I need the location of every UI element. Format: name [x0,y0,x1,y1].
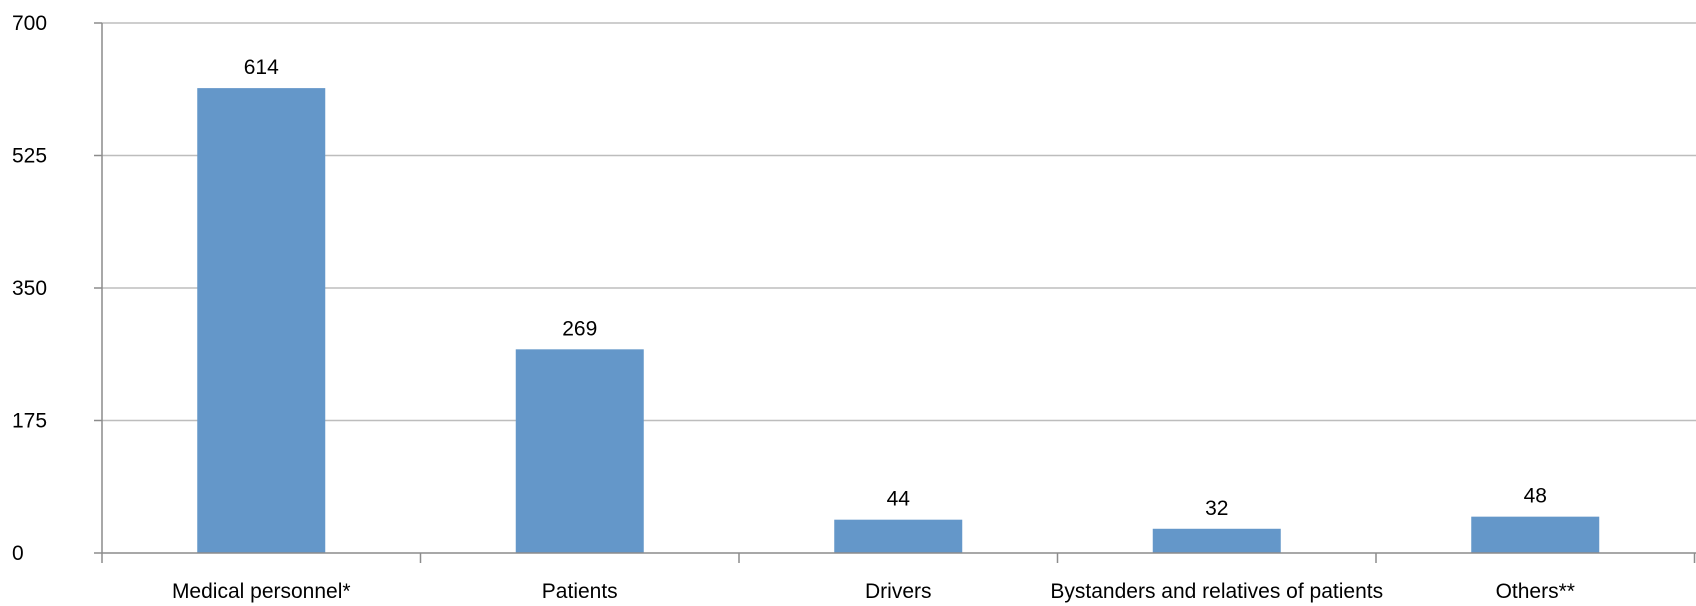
y-axis-ticks: 0 175 350 525 700 [12,12,103,565]
x-category-label: Patients [542,580,618,603]
bar-3 [1152,528,1281,553]
y-tick-label: 525 [12,145,47,168]
y-tick-label: 175 [12,410,47,433]
x-category-label: Bystanders and relatives of patients [1050,580,1383,603]
data-label: 32 [1205,497,1228,520]
data-label: 44 [887,488,911,511]
x-category-label: Drivers [865,580,932,603]
data-labels: 614 269 44 32 48 [244,56,1547,520]
bar-0 [197,88,326,553]
gridlines [102,22,1696,422]
x-axis-labels: Medical personnel* Patients Drivers Bystand… [172,580,1575,603]
bar-2 [834,519,963,553]
bar-4 [1471,516,1600,553]
x-category-label: Medical personnel* [172,580,351,603]
data-label: 614 [244,56,279,79]
data-label: 269 [562,317,597,340]
x-axis [101,552,1696,563]
y-tick-label: 350 [12,277,47,300]
y-tick-label: 0 [12,542,24,565]
y-tick-label: 700 [12,12,47,35]
x-category-label: Others** [1496,580,1575,603]
data-label: 48 [1524,485,1547,508]
bar-1 [515,349,644,553]
bars [197,88,1600,553]
